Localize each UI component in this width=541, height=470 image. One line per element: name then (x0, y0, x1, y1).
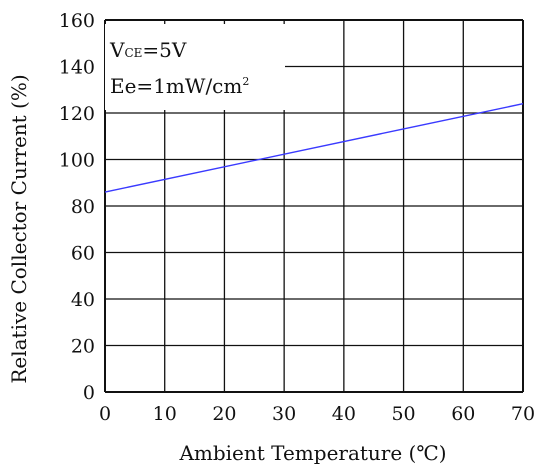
x-tick-label-20: 20 (212, 403, 236, 425)
y-tick-label-40: 40 (71, 289, 95, 311)
grid (104, 19, 524, 393)
x-tick-label-50: 50 (391, 403, 415, 425)
y-tick-label-60: 60 (71, 243, 95, 265)
y-tick-label-100: 100 (59, 150, 95, 172)
x-tick-label-30: 30 (272, 403, 296, 425)
annotation-vce: VCE=5V (109, 38, 187, 62)
x-tick-label-70: 70 (511, 403, 535, 425)
annotation-box (105, 24, 285, 110)
x-axis-label: Ambient Temperature (℃) (178, 441, 446, 465)
annotation-ee: Ee=1mW/cm2 (110, 74, 249, 98)
y-tick-label-80: 80 (71, 196, 95, 218)
y-tick-label-120: 120 (59, 103, 95, 125)
series-group (104, 103, 524, 193)
x-tick-label-0: 0 (99, 403, 111, 425)
x-tick-labels: 0 10 20 30 40 50 60 70 (99, 403, 535, 425)
x-tick-label-40: 40 (332, 403, 356, 425)
x-tick-label-60: 60 (451, 403, 475, 425)
y-tick-labels: 0 20 40 60 80 100 120 140 160 (59, 10, 95, 404)
x-tick-label-10: 10 (153, 403, 177, 425)
y-tick-label-140: 140 (59, 57, 95, 79)
series-line-0 (104, 103, 524, 193)
y-axis-label: Relative Collector Current (%) (7, 74, 31, 383)
y-tick-label-160: 160 (59, 10, 95, 32)
y-tick-label-20: 20 (71, 336, 95, 358)
y-tick-label-0: 0 (83, 382, 95, 404)
